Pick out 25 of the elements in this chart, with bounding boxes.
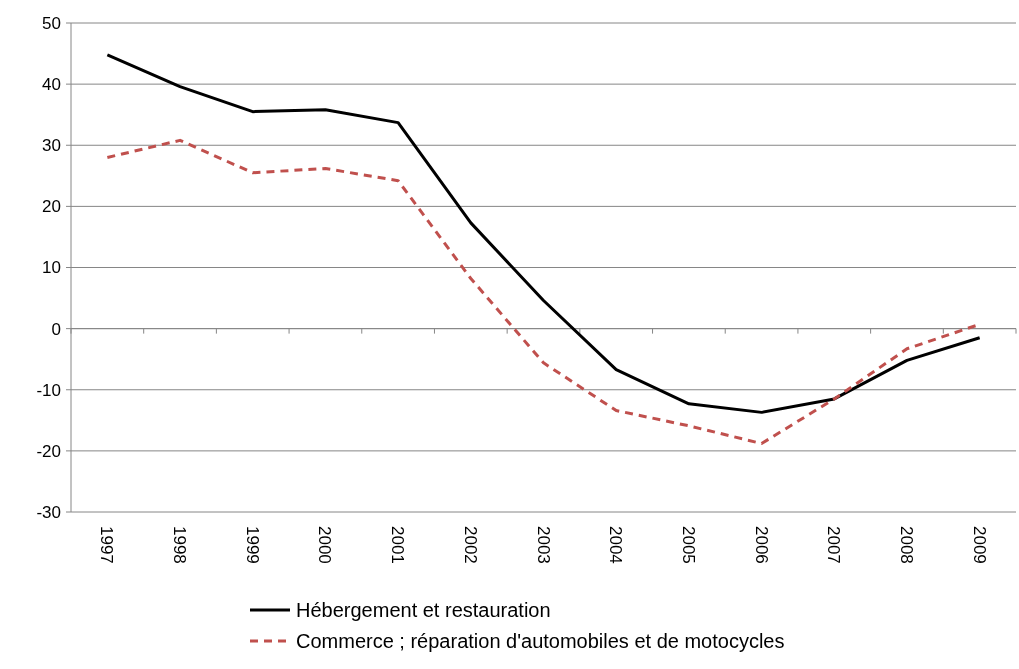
- x-tick-label: 2009: [969, 526, 989, 564]
- x-tick-label: 2008: [897, 526, 917, 564]
- x-tick-label: 2003: [533, 526, 553, 564]
- y-tick-label: -20: [36, 441, 61, 461]
- y-tick-label: 40: [42, 75, 61, 95]
- y-tick-label: 50: [42, 13, 61, 33]
- x-tick-label: 1998: [170, 526, 190, 564]
- x-tick-label: 1999: [242, 526, 262, 564]
- legend-label: Commerce ; réparation d'automobiles et de motocycles: [296, 630, 785, 652]
- y-tick-label: 0: [51, 319, 61, 339]
- x-tick-label: 2004: [606, 526, 626, 564]
- y-tick-label: -30: [36, 502, 61, 522]
- y-tick-label: 30: [42, 136, 61, 156]
- x-tick-label: 2001: [388, 526, 408, 564]
- x-tick-label: 2000: [315, 526, 335, 564]
- x-tick-label: 1997: [97, 526, 117, 564]
- x-tick-label: 2006: [751, 526, 771, 564]
- x-tick-label: 2005: [678, 526, 698, 564]
- x-tick-label: 2002: [460, 526, 480, 564]
- x-tick-label: 2007: [824, 526, 844, 564]
- line-series: [105, 53, 982, 414]
- legend-label: Hébergement et restauration: [296, 599, 551, 621]
- y-tick-label: 10: [42, 258, 61, 278]
- y-tick-label: 20: [42, 197, 61, 217]
- y-tick-label: -10: [36, 380, 61, 400]
